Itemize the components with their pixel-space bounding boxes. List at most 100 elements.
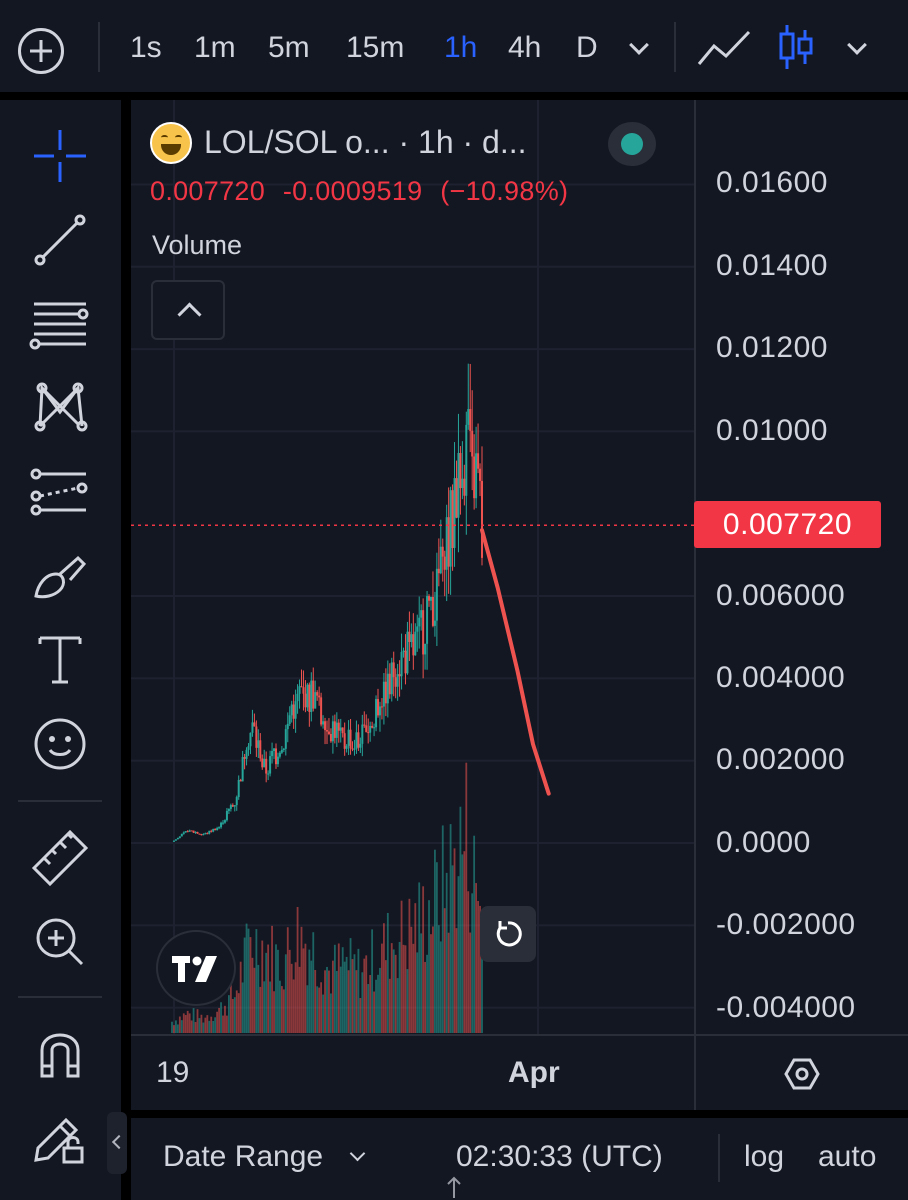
volume-bar <box>371 929 374 1033</box>
top-toolbar: 1s 1m 5m 15m 1h 4h D <box>0 0 908 92</box>
candle-body <box>412 634 415 656</box>
timeframe-5m-button[interactable]: 5m <box>268 31 310 64</box>
volume-bar <box>192 1008 195 1033</box>
candles-chart-type-icon[interactable] <box>776 22 816 72</box>
candle-body <box>416 626 419 632</box>
candle-body <box>261 758 264 768</box>
candle-body <box>174 839 177 841</box>
volume-bar <box>404 945 407 1033</box>
candle-body <box>343 733 346 749</box>
symbol-title[interactable]: LOL/SOL o... · 1h · d... <box>204 124 527 160</box>
volume-bar <box>241 982 244 1033</box>
candle-body <box>184 831 187 833</box>
magnet-icon[interactable] <box>26 1020 94 1084</box>
candle-body <box>306 684 309 708</box>
volume-bar <box>233 997 236 1033</box>
add-symbol-button[interactable] <box>18 28 64 74</box>
log-scale-toggle[interactable]: log <box>744 1140 785 1173</box>
candle-body <box>222 822 225 824</box>
time-axis-label: Apr <box>508 1056 560 1089</box>
volume-bar <box>212 1020 215 1033</box>
candle-body <box>231 805 234 807</box>
volume-bar <box>439 941 442 1033</box>
volume-bar <box>408 898 411 1033</box>
zoom-in-icon[interactable] <box>26 908 94 972</box>
timeframe-d-button[interactable]: D <box>576 31 598 64</box>
collapse-legend-chevron-up-icon[interactable] <box>151 280 225 340</box>
candle-body <box>367 732 370 734</box>
brush-icon[interactable] <box>26 544 94 608</box>
auto-scale-toggle[interactable]: auto <box>818 1140 877 1173</box>
timeframe-1h-button[interactable]: 1h <box>444 31 478 64</box>
candle-body <box>216 828 219 831</box>
candle-body <box>388 673 391 695</box>
candle-body <box>398 674 401 677</box>
volume-bar <box>414 903 417 1033</box>
settings-hexagon-icon[interactable] <box>784 1056 820 1092</box>
timeframe-4h-button[interactable]: 4h <box>508 31 542 64</box>
volume-bar <box>253 967 256 1033</box>
volume-bar <box>198 1018 201 1033</box>
volume-bar <box>290 963 293 1033</box>
chart-canvas[interactable] <box>0 0 908 1110</box>
volume-indicator-label[interactable]: Volume <box>152 230 243 260</box>
volume-bar <box>361 972 364 1033</box>
lock-drawings-icon[interactable] <box>26 1106 94 1170</box>
volume-bar <box>477 901 479 1033</box>
candle-body <box>288 715 291 724</box>
candle-body <box>267 773 270 775</box>
crosshair-icon[interactable] <box>26 124 94 188</box>
candle-body <box>337 722 340 731</box>
trend-line-icon[interactable] <box>26 208 94 272</box>
candle-body <box>271 750 274 757</box>
price-axis-label: 0.0000 <box>716 826 811 859</box>
pattern-tool-icon[interactable] <box>26 376 94 440</box>
emoji-icon[interactable] <box>26 712 94 776</box>
candle-body <box>351 748 354 750</box>
volume-bar <box>331 960 334 1033</box>
volume-bar <box>200 1014 203 1033</box>
tradingview-logo[interactable] <box>156 930 236 1006</box>
volume-bar <box>304 943 307 1033</box>
volume-bar <box>430 934 432 1033</box>
candle-body <box>445 517 448 570</box>
volume-bar <box>214 1017 217 1033</box>
volume-bar <box>196 1009 199 1033</box>
candle-body <box>341 727 344 734</box>
volume-bar <box>406 969 409 1033</box>
volume-bar <box>447 932 450 1033</box>
volume-bar <box>392 949 395 1033</box>
volume-bar <box>298 966 301 1033</box>
volume-bar <box>324 970 326 1033</box>
candle-body <box>210 830 213 832</box>
market-status-indicator[interactable] <box>608 122 656 166</box>
candle-body <box>294 701 297 719</box>
text-tool-icon[interactable] <box>26 628 94 692</box>
candle-body <box>329 733 332 742</box>
candle-body <box>180 833 183 837</box>
forecast-tool-icon[interactable] <box>26 460 94 524</box>
reset-chart-icon[interactable] <box>480 906 536 962</box>
candle-body <box>481 480 483 558</box>
volume-bar <box>218 1007 220 1033</box>
candle-body <box>359 743 362 748</box>
collapse-toolbar-handle[interactable] <box>107 1112 127 1174</box>
candle-body <box>208 830 211 834</box>
candle-body <box>273 748 276 751</box>
volume-bar <box>318 987 321 1033</box>
timeframe-1s-button[interactable]: 1s <box>130 31 162 64</box>
candle-body <box>355 732 358 749</box>
line-chart-type-icon[interactable] <box>696 28 752 68</box>
timeframe-15m-button[interactable]: 15m <box>346 31 405 64</box>
volume-bar <box>306 985 309 1033</box>
utc-clock[interactable]: 02:30:33 (UTC) <box>456 1140 663 1173</box>
candle-body <box>225 810 228 821</box>
candle-body <box>251 722 254 733</box>
ruler-icon[interactable] <box>26 824 94 888</box>
horizontal-lines-icon[interactable] <box>26 292 94 356</box>
date-range-button[interactable]: Date Range <box>163 1140 324 1173</box>
volume-bar <box>216 1011 219 1033</box>
timeframe-1m-button[interactable]: 1m <box>194 31 236 64</box>
volume-bar <box>231 999 234 1033</box>
candle-body <box>176 838 179 840</box>
